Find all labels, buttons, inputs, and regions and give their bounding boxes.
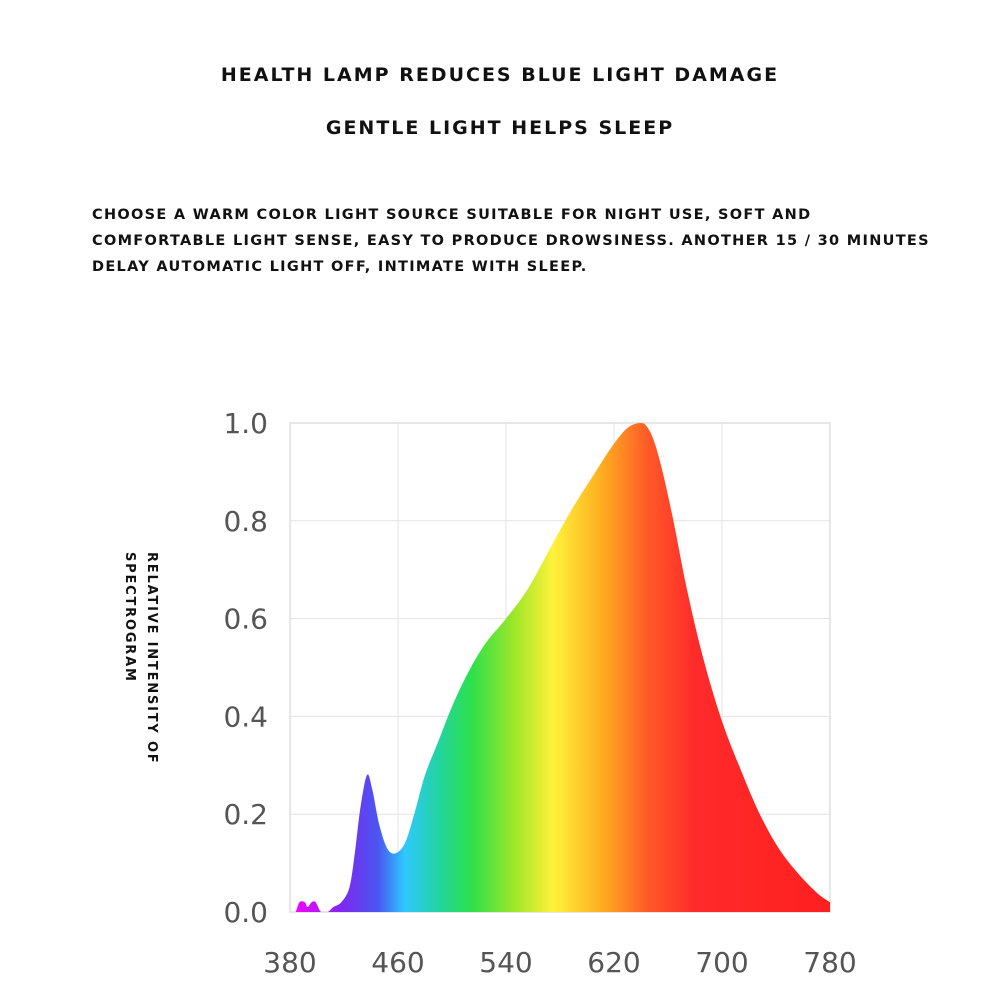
x-tick-label: 780	[803, 946, 856, 979]
y-axis-label-line: RELATIVE INTENSITY OF	[144, 552, 159, 765]
description-line: COMFORTABLE LIGHT SENSE, EASY TO PRODUCE…	[92, 233, 930, 249]
x-tick-label: 620	[587, 946, 640, 979]
x-tick-label: 700	[695, 946, 748, 979]
y-axis-label-line: SPECTROGRAM	[122, 552, 137, 683]
y-tick-label: 0.4	[223, 700, 268, 733]
y-tick-label: 0.2	[223, 798, 268, 831]
spectrum-area	[290, 423, 830, 912]
y-tick-label: 1.0	[223, 407, 268, 440]
x-tick-label: 540	[479, 946, 532, 979]
y-tick-label: 0.8	[223, 505, 268, 538]
y-tick-label: 0.6	[223, 603, 268, 636]
headline-sleep: GENTLE LIGHT HELPS SLEEP	[325, 117, 675, 139]
y-tick-label: 0.0	[223, 896, 268, 929]
description-line: CHOOSE A WARM COLOR LIGHT SOURCE SUITABL…	[92, 207, 812, 223]
x-tick-label: 380	[263, 946, 316, 979]
y-axis-label: RELATIVE INTENSITY OF SPECTROGRAM	[118, 552, 166, 782]
description-line: DELAY AUTOMATIC LIGHT OFF, INTIMATE WITH…	[92, 259, 588, 275]
x-tick-label: 460	[371, 946, 424, 979]
headline-blue-light: HEALTH LAMP REDUCES BLUE LIGHT DAMAGE	[220, 64, 780, 86]
description-text: CHOOSE A WARM COLOR LIGHT SOURCE SUITABL…	[92, 202, 942, 280]
